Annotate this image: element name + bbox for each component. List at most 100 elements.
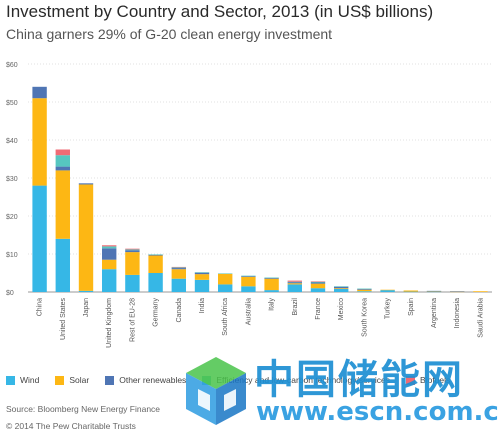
legend-label: Biofuels (420, 375, 451, 385)
bar-segment-other-china (32, 86, 47, 99)
bar-segment-solar-italy (264, 278, 279, 291)
legend-item: Biofuels (406, 375, 450, 385)
bar-segment-efficiency-germany (148, 254, 163, 255)
y-tick-label: $30 (6, 176, 18, 183)
bar-segment-biofuels-brazil (287, 280, 302, 282)
chart-title: Investment by Country and Sector, 2013 (… (6, 2, 434, 21)
bar-segment-other-south-korea (357, 288, 372, 290)
source-note: Source: Bloomberg New Energy Finance (6, 404, 161, 414)
x-category-label: Turkey (385, 298, 392, 320)
bar-segment-wind-rest-of-eu-28 (125, 274, 140, 292)
bar-segment-solar-united-kingdom (102, 259, 117, 270)
y-tick-label: $10 (6, 252, 18, 259)
x-category-label: South Korea (361, 298, 368, 337)
bar-segment-wind-italy (264, 290, 279, 292)
bar-segment-efficiency-mexico (334, 286, 349, 287)
legend-swatch (406, 375, 416, 385)
bar-segment-solar-saudi-arabia (473, 291, 488, 292)
bar-segment-wind-south-korea (357, 291, 372, 292)
copyright-note: © 2014 The Pew Charitable Trusts (6, 421, 136, 431)
bar-segment-wind-united-kingdom (102, 269, 117, 292)
bar-segment-other-rest-of-eu-28 (125, 250, 140, 253)
bar-segment-efficiency-united-states (55, 155, 70, 167)
watermark-chinese-text: 中国储能网 (254, 357, 464, 403)
y-tick-label: $0 (6, 290, 14, 297)
bar-segment-solar-rest-of-eu-28 (125, 252, 140, 275)
y-tick-label: $50 (6, 100, 18, 107)
x-category-label: Mexico (338, 298, 345, 320)
bar-segment-solar-australia (241, 276, 256, 287)
bar-segment-solar-canada (171, 269, 186, 279)
bar-segment-efficiency-italy (264, 277, 279, 279)
bar-segment-other-indonesia (450, 291, 465, 292)
bar-segment-wind-china (32, 185, 47, 292)
x-category-label: South Africa (222, 298, 229, 336)
chart-subtitle: China garners 29% of G-20 clean energy i… (6, 26, 333, 42)
bar-segment-efficiency-canada (171, 267, 186, 269)
bar-segment-wind-turkey (380, 290, 395, 292)
x-category-label: Indonesia (454, 298, 461, 328)
bar-segment-wind-germany (148, 273, 163, 292)
bar-segment-efficiency-australia (241, 275, 256, 277)
x-category-label: Australia (245, 298, 252, 325)
bar-segment-efficiency-south-africa (218, 273, 233, 274)
bar-segment-wind-india (194, 279, 210, 292)
stacked-bar-chart: $0 $10 $20 $30 $40 $50 $60 China United States Ja… (6, 62, 492, 348)
bar-segment-solar-mexico (334, 288, 349, 289)
bar-segment-wind-brazil (287, 284, 302, 292)
bar-segment-biofuels-france (310, 281, 326, 282)
bar-segment-wind-united-states (55, 238, 70, 292)
x-category-label: Brazil (292, 298, 299, 316)
bar-segment-efficiency-brazil (287, 281, 302, 283)
bar-segment-wind-canada (171, 278, 186, 292)
legend-item: Solar (55, 375, 89, 385)
bar-segment-other-italy (264, 277, 279, 279)
bar-segment-solar-indonesia (450, 291, 465, 293)
bar-segment-solar-france (310, 283, 326, 289)
bar-segment-wind-mexico (334, 288, 349, 292)
x-category-label: China (37, 298, 44, 316)
bar-segment-wind-france (310, 288, 326, 292)
legend-swatch (105, 375, 115, 385)
bar-segment-other-brazil (287, 282, 302, 284)
bar-segment-solar-india (194, 274, 210, 280)
x-category-label: Japan (83, 298, 90, 317)
site-watermark: 中国储能网 www.escn.com.cn (178, 345, 500, 435)
bar-segment-biofuels-united-states (55, 149, 70, 156)
bar-segment-wind-argentina (426, 291, 442, 293)
legend-swatch (55, 375, 65, 385)
legend-swatch (6, 375, 15, 385)
bar-segment-wind-spain (403, 291, 418, 293)
bar-segment-other-india (194, 272, 210, 275)
legend-item: Other renewables (105, 375, 186, 385)
bar-segment-efficiency-rest-of-eu-28 (125, 249, 140, 251)
x-category-label: France (315, 298, 322, 320)
watermark-url: www.escn.com.cn (256, 397, 500, 427)
x-category-label: United States (60, 298, 67, 341)
bar-segment-solar-china (32, 98, 47, 186)
x-category-label: Rest of EU-28 (129, 298, 136, 342)
y-tick-label: $40 (6, 138, 18, 145)
y-tick-label: $60 (6, 62, 18, 69)
bar-segment-wind-australia (241, 286, 256, 292)
bar-segment-other-japan (78, 183, 94, 185)
bar-segment-solar-argentina (426, 291, 442, 292)
bar-segment-other-australia (241, 276, 256, 277)
bar-segment-solar-south-africa (218, 273, 233, 285)
bar-segment-solar-japan (78, 184, 94, 291)
x-category-label: Saudi Arabia (477, 298, 484, 338)
bar-segment-wind-south-africa (218, 284, 233, 292)
cube-logo-icon (186, 357, 246, 425)
bar-segment-biofuels-canada (171, 266, 186, 268)
x-category-label: India (199, 298, 206, 313)
x-category-label: Argentina (431, 298, 438, 328)
bar-segment-solar-spain (403, 290, 418, 292)
bar-segment-wind-japan (78, 290, 94, 292)
legend-label: Wind (20, 375, 40, 385)
bar-segment-solar-germany (148, 255, 163, 273)
y-tick-label: $20 (6, 214, 18, 221)
bar-segment-other-canada (171, 268, 186, 270)
x-category-label: Germany (153, 298, 160, 327)
legend-label: Other renewables (119, 375, 187, 385)
x-category-label: Spain (408, 298, 415, 316)
